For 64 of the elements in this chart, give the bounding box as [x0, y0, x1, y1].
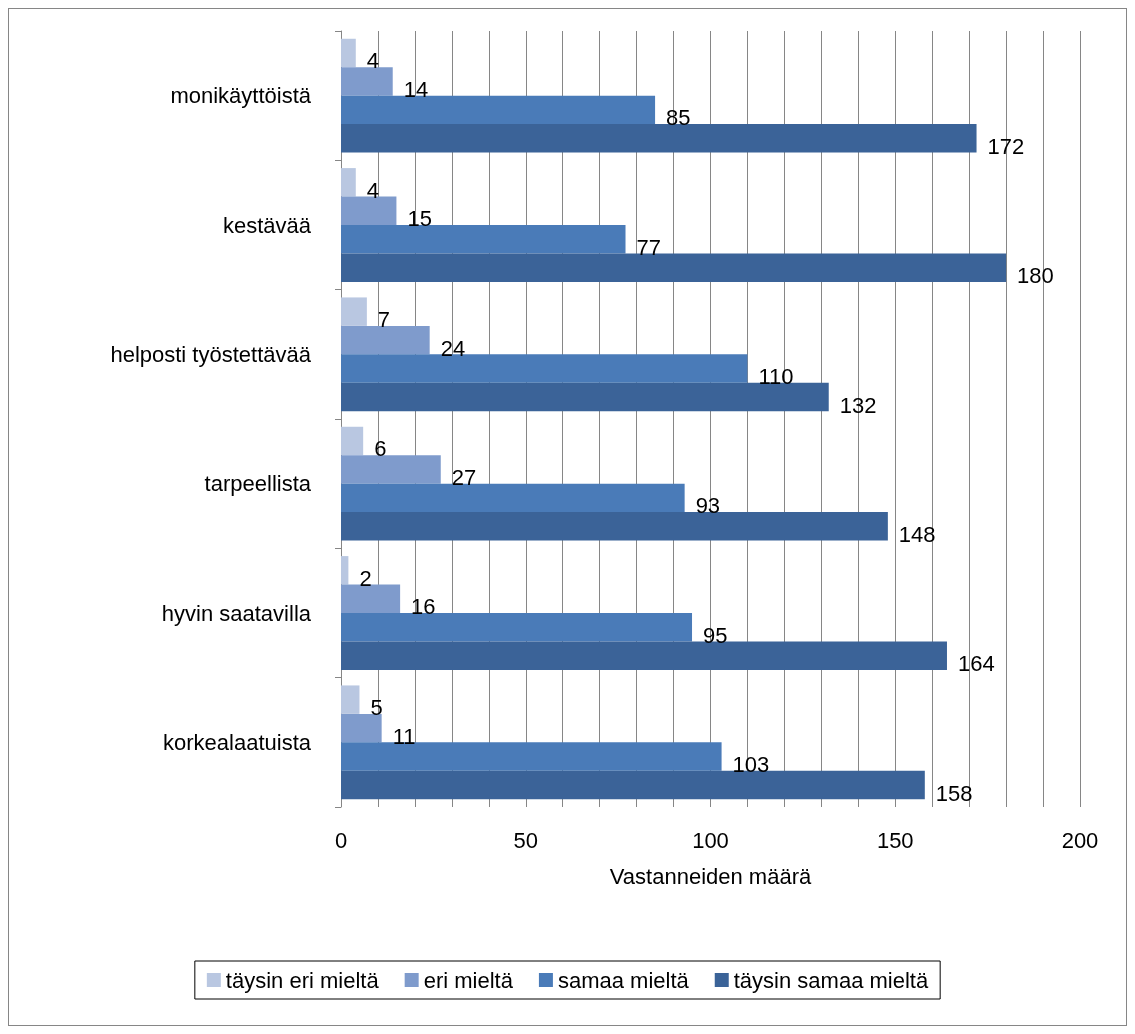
bar [341, 38, 356, 68]
x-tick-label: 200 [1061, 827, 1099, 853]
bar [341, 641, 947, 670]
y-tick-label: korkealaatuista [163, 729, 312, 755]
bar [341, 67, 393, 96]
data-label: 148 [898, 521, 936, 547]
data-label: 5 [370, 695, 383, 721]
legend-label: täysin eri mieltä [225, 967, 380, 993]
x-axis-title: Vastanneiden määrä [609, 863, 812, 889]
bar [341, 253, 1007, 282]
y-tick-label: helposti työstettävää [110, 341, 312, 367]
bar [341, 124, 977, 153]
y-tick-label: kestävää [222, 212, 312, 238]
legend-label: eri mieltä [423, 967, 514, 993]
data-label: 16 [411, 594, 436, 620]
bar [341, 512, 888, 541]
data-label: 172 [987, 133, 1025, 159]
data-label: 95 [703, 622, 728, 648]
data-label: 6 [374, 436, 387, 462]
x-tick-label: 150 [876, 827, 914, 853]
y-tick-label: tarpeellista [204, 471, 312, 497]
x-tick-label: 50 [513, 827, 538, 853]
data-label: 132 [839, 392, 877, 418]
legend-label: täysin samaa mieltä [733, 967, 929, 993]
bar [341, 168, 356, 197]
bar [341, 225, 626, 254]
bar [341, 613, 693, 642]
bar [341, 354, 748, 383]
bar [341, 297, 367, 326]
bar [341, 742, 722, 771]
data-label: 7 [377, 307, 391, 333]
bar [341, 584, 401, 613]
data-label: 93 [695, 493, 721, 519]
x-tick-label: 100 [692, 827, 729, 853]
data-label: 4 [366, 177, 380, 203]
bar [341, 426, 364, 456]
data-label: 2 [359, 565, 372, 591]
data-label: 4 [366, 48, 380, 74]
bar [341, 770, 925, 800]
bar [341, 685, 360, 714]
y-tick-label: hyvin saatavilla [161, 600, 312, 626]
data-label: 164 [957, 651, 995, 677]
bar [341, 325, 430, 355]
bar [341, 95, 656, 125]
data-label: 11 [392, 723, 416, 749]
data-label: 77 [636, 234, 661, 260]
data-label: 14 [403, 76, 429, 102]
bar [341, 455, 441, 484]
data-label: 85 [666, 105, 691, 131]
data-label: 110 [758, 364, 794, 390]
bar [341, 713, 382, 743]
data-label: 24 [440, 335, 466, 361]
bar [341, 196, 397, 225]
data-label: 15 [407, 206, 432, 232]
legend-label: samaa mieltä [557, 967, 690, 993]
x-tick-label: 0 [334, 827, 348, 853]
bar [341, 382, 829, 412]
y-tick-label: monikäyttöistä [170, 83, 312, 109]
bar [341, 556, 349, 585]
bar [341, 483, 685, 513]
data-label: 103 [732, 752, 770, 778]
data-label: 27 [451, 464, 477, 490]
data-label: 158 [935, 780, 973, 806]
data-label: 180 [1017, 263, 1054, 289]
